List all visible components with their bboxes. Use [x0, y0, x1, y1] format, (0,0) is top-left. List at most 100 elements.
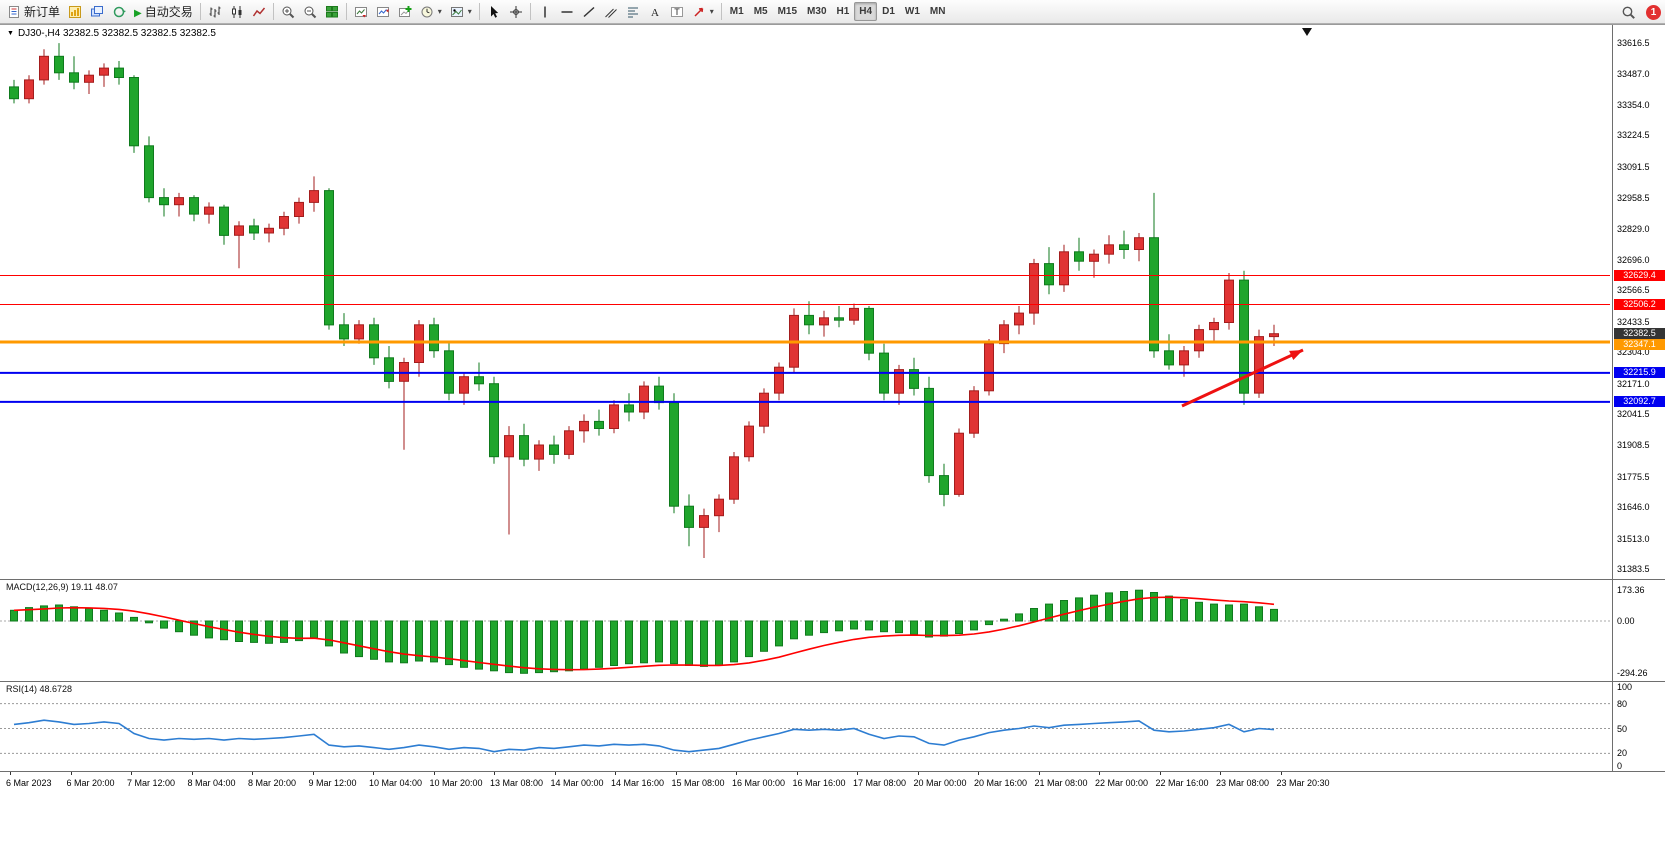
time-axis-tick — [494, 772, 495, 775]
time-axis-tick — [1220, 772, 1221, 775]
trendline-button[interactable] — [578, 2, 600, 22]
shapes-button[interactable]: ▾ — [688, 2, 718, 22]
time-axis-tick — [554, 772, 556, 775]
cursor-button[interactable] — [483, 2, 505, 22]
hline-price-tag[interactable]: 32506.2 — [1614, 299, 1665, 310]
rsi-canvas[interactable] — [0, 682, 1610, 777]
new-order-button-label: 新订单 — [24, 5, 61, 19]
svg-text:T: T — [674, 7, 680, 17]
channel-button[interactable] — [600, 2, 622, 22]
time-axis-tick — [1099, 772, 1100, 775]
macd-canvas[interactable] — [0, 580, 1610, 687]
rsi-panel: RSI(14) 48.6728 100 80 50 20 0 — [0, 681, 1665, 771]
timeframe-button-h1[interactable]: H1 — [836, 6, 850, 17]
tile-windows-icon — [325, 5, 339, 19]
label-button[interactable]: T — [666, 2, 688, 22]
main-chart-panel: ▼ DJ30-,H4 32382.5 32382.5 32382.5 32382… — [0, 25, 1665, 579]
templates-button[interactable]: ▾ — [446, 2, 476, 22]
timeframe-button-m5[interactable]: M5 — [753, 6, 768, 17]
notifications-badge[interactable]: 1 — [1646, 4, 1661, 20]
candlestick-button[interactable] — [226, 2, 248, 22]
line-chart-button[interactable] — [248, 2, 270, 22]
timeframe-button-m1[interactable]: M1 — [729, 6, 744, 17]
chart-shift-button[interactable] — [372, 2, 394, 22]
auto-scroll-button[interactable] — [350, 2, 372, 22]
time-axis-label: 23 Mar 20:30 — [1276, 778, 1330, 788]
time-axis-label: 10 Mar 20:00 — [429, 778, 483, 788]
timeframe-button-w1[interactable]: W1 — [904, 6, 920, 17]
profiles-button[interactable] — [86, 2, 108, 22]
macd-panel: MACD(12,26,9) 19.11 48.07 173.36 0.00 -294… — [0, 579, 1665, 681]
refresh-button[interactable] — [108, 2, 130, 22]
toolbar-separator — [720, 3, 722, 20]
hline-price-tag[interactable]: 32347.1 — [1614, 339, 1665, 351]
timeframe-button-m15[interactable]: M15 — [777, 6, 798, 17]
rsi-axis-label: 50 — [1617, 723, 1628, 734]
hline-price-tag[interactable]: 32215.9 — [1614, 367, 1665, 379]
price-axis-label: 32433.5 — [1617, 316, 1650, 327]
time-axis-label: 7 Mar 12:00 — [127, 778, 176, 788]
timeframe-button-m30[interactable]: M30 — [807, 6, 827, 17]
current-price-tag[interactable]: 32382.5 — [1614, 328, 1665, 340]
autotrading-button-label: 自动交易 — [144, 5, 193, 19]
new-order-button[interactable]: 新订单 — [3, 2, 64, 22]
text-button[interactable]: A — [644, 2, 666, 22]
vline-button[interactable] — [534, 2, 556, 22]
add-indicator-button[interactable] — [394, 2, 416, 22]
trendline-icon — [582, 5, 596, 19]
crosshair-button[interactable] — [505, 2, 527, 22]
zoom-out-icon — [303, 5, 317, 19]
new-chart-icon — [68, 5, 82, 19]
toolbar-separator — [199, 3, 201, 20]
toolbar-buttons: 新订单 ▶ 自动交易 ▾ ▾ A T ▾ M1 M5 M15 M30 H1 H4 D1 W1 MN — [3, 0, 950, 24]
hline-price-tag[interactable]: 32092.7 — [1614, 396, 1665, 408]
price-axis-label: 32696.0 — [1617, 254, 1650, 265]
toolbar-separator — [345, 3, 347, 20]
crosshair-icon — [509, 5, 523, 19]
price-axis-label: 31908.5 — [1617, 440, 1650, 451]
chart-dropdown-icon[interactable]: ▼ — [7, 30, 14, 37]
main-chart-canvas[interactable] — [0, 25, 1610, 584]
new-chart-button[interactable] — [64, 2, 86, 22]
price-axis-label: 32829.0 — [1617, 223, 1650, 234]
chart-shift-marker-icon — [1302, 28, 1312, 36]
annotation-arrow-icon — [1289, 350, 1303, 360]
time-axis-label: 22 Mar 16:00 — [1155, 778, 1209, 788]
fibo-button[interactable] — [622, 2, 644, 22]
timeframe-button-h4[interactable]: H4 — [854, 2, 878, 21]
search-button[interactable] — [1617, 2, 1640, 22]
label-icon: T — [670, 5, 684, 19]
macd-axis-label: 173.36 — [1617, 585, 1645, 596]
price-axis-label: 33616.5 — [1617, 38, 1650, 48]
autotrading-button[interactable]: ▶ 自动交易 — [130, 2, 197, 22]
time-axis-label: 14 Mar 00:00 — [550, 778, 604, 788]
time-axis-label: 15 Mar 08:00 — [671, 778, 725, 788]
fibonacci-icon — [626, 5, 640, 19]
tile-windows-button[interactable] — [321, 2, 343, 22]
toolbar-separator — [272, 3, 274, 20]
price-axis-label: 32566.5 — [1617, 285, 1650, 296]
price-axis-label: 33487.0 — [1617, 68, 1650, 79]
toolbar-separator — [529, 3, 531, 20]
horizontal-line-icon — [560, 5, 574, 19]
line-chart-icon — [252, 5, 266, 19]
timeframe-button-mn[interactable]: MN — [929, 6, 946, 17]
time-axis-label: 21 Mar 08:00 — [1034, 778, 1088, 788]
timeframe-button-d1[interactable]: D1 — [882, 6, 895, 17]
price-axis-label: 33354.0 — [1617, 99, 1650, 110]
periods-button[interactable]: ▾ — [416, 2, 446, 22]
rsi-axis-label: 20 — [1617, 748, 1628, 759]
time-axis-tick — [1038, 772, 1040, 775]
toolbar: 新订单 ▶ 自动交易 ▾ ▾ A T ▾ M1 M5 M15 M30 H1 H4 D1 W1 MN 1 — [0, 0, 1665, 24]
bar-chart-button[interactable] — [204, 2, 226, 22]
time-axis-tick — [615, 772, 616, 775]
zoom-out-button[interactable] — [299, 2, 321, 22]
svg-text:A: A — [651, 7, 659, 19]
hline-price-tag[interactable]: 32629.4 — [1614, 270, 1665, 281]
chevron-down-icon: ▾ — [467, 7, 472, 16]
time-axis-tick — [978, 772, 979, 775]
time-axis-label: 17 Mar 08:00 — [853, 778, 907, 788]
time-axis-tick — [70, 772, 72, 775]
hline-button[interactable] — [556, 2, 578, 22]
zoom-in-button[interactable] — [277, 2, 299, 22]
